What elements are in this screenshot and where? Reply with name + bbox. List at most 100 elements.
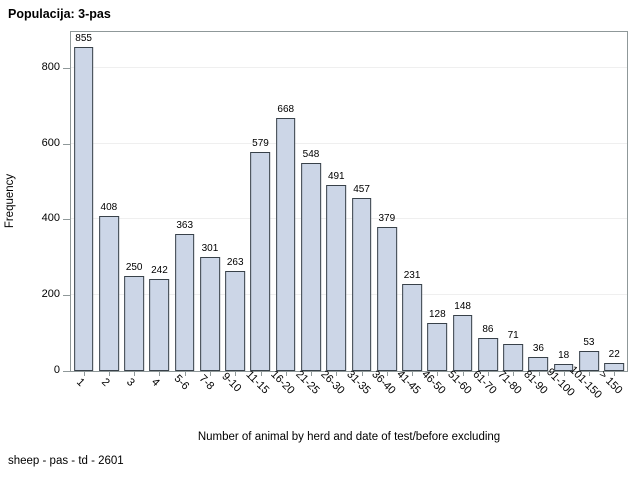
bar-value-label: 242 [151,265,168,276]
bar [149,279,170,371]
bar [503,344,523,371]
bar-value-label: 855 [75,33,92,44]
bar-column-4: 242 [147,32,172,371]
x-tick-label-51-60: 51-60 [445,368,474,397]
gridline-800 [71,67,627,68]
gridline-600 [71,143,627,144]
bar-value-label: 263 [226,257,244,268]
x-tick-label-46-50: 46-50 [419,368,448,397]
y-tick-label-600: 600 [41,137,60,149]
bar-column-91-100: 18 [551,32,576,371]
bar [351,198,372,371]
x-tick-mark [185,372,186,376]
bar-value-label: 231 [403,270,421,281]
gridline-200 [71,294,627,295]
bar [376,227,397,371]
y-tick-mark-0 [63,371,70,372]
x-tick-label-36-40: 36-40 [369,368,398,397]
x-tick-mark [109,372,110,376]
bar [275,118,296,371]
y-tick-mark-600 [63,144,70,145]
bar [326,185,347,371]
bar-value-label: 579 [252,138,269,149]
bar-value-label: 408 [100,202,118,213]
x-tick-label-2: 2 [99,376,112,389]
bar-series: 855 408 250 242 363 301 263 579 668 548 491 457 379 2… [71,32,627,371]
bar-value-label: 53 [583,337,595,348]
bar [402,284,422,371]
bar-column-11-15: 579 [248,32,273,371]
bar-value-label: 457 [353,184,370,195]
x-tick-mark [261,372,262,376]
x-tick-mark [539,372,540,376]
bar-column-81-90: 36 [526,32,551,371]
x-tick-label-5-6: 5-6 [171,372,192,393]
bar-value-label: 301 [201,243,219,254]
x-tick-mark [159,372,160,376]
bar-column-16-20: 668 [273,32,298,371]
bar [250,152,271,371]
x-tick-mark [614,372,615,376]
bar [427,323,448,371]
bar-column-71-80: 71 [501,32,526,371]
bar-column-31-35: 457 [349,32,374,371]
bar [200,257,220,371]
bar-column-9-10: 263 [223,32,248,371]
x-tick-mark [589,372,590,376]
bar-value-label: 379 [378,213,396,224]
x-tick-mark [134,372,135,376]
y-tick-label-200: 200 [41,288,60,300]
bar-value-label: 491 [327,171,345,182]
bar [73,47,94,371]
bar-column-7-8: 301 [197,32,222,371]
bar [478,338,498,371]
bar-value-label: 148 [454,301,471,312]
plot-area: 855 408 250 242 363 301 263 579 668 548 491 457 379 2… [70,31,628,372]
x-tick-label-9-10: 9-10 [219,370,244,395]
y-tick-label-400: 400 [41,212,60,224]
x-axis: 1 2 3 4 5-6 7-8 9-10 11-15 16-20 21-25 26-30 31-35 3… [71,364,627,428]
bar-column-101-150: 53 [576,32,601,371]
y-tick-mark-400 [63,219,70,220]
bar [604,363,625,371]
bar-column-61-70: 86 [475,32,500,371]
x-tick-mark [362,372,363,376]
x-tick-mark [564,372,565,376]
bar [124,276,145,371]
bar-column-5-6: 363 [172,32,197,371]
x-tick-mark [437,372,438,376]
x-tick-mark [210,372,211,376]
bar-value-label: 363 [176,220,194,231]
bar-value-label: 86 [482,324,494,335]
x-tick-label-41-45: 41-45 [394,368,423,397]
chart-title: Populacija: 3-pas [8,7,111,21]
x-tick-mark [488,372,489,376]
bar-column-41-45: 231 [399,32,424,371]
y-tick-label-0: 0 [53,364,60,376]
bar-column-26-30: 491 [324,32,349,371]
bar [452,315,473,371]
x-tick-label-71-80: 71-80 [495,368,524,397]
x-tick-label-7-8: 7-8 [196,372,217,393]
bar-column-46-50: 128 [425,32,450,371]
x-tick-mark [286,372,287,376]
bar [579,351,599,371]
bar-column-21-25: 548 [298,32,323,371]
y-axis-tick-marks [63,31,70,372]
x-tick-label-26-30: 26-30 [318,368,347,397]
x-tick-label-16-20: 16-20 [268,368,297,397]
x-tick-mark [336,372,337,376]
bar-column-1: 855 [71,32,96,371]
x-tick-mark [412,372,413,376]
bar [528,357,549,371]
bar-value-label: 548 [302,149,320,160]
bar-value-label: 36 [532,343,544,354]
bar-column-51-60: 148 [450,32,475,371]
x-tick-mark [463,372,464,376]
x-tick-label-4: 4 [149,376,162,389]
x-tick-label-31-35: 31-35 [344,368,373,397]
bar-column-> 150: 22 [602,32,627,371]
bar [174,234,195,371]
bar-value-label: 668 [277,104,295,115]
x-tick-label-11-15: 11-15 [243,368,272,397]
